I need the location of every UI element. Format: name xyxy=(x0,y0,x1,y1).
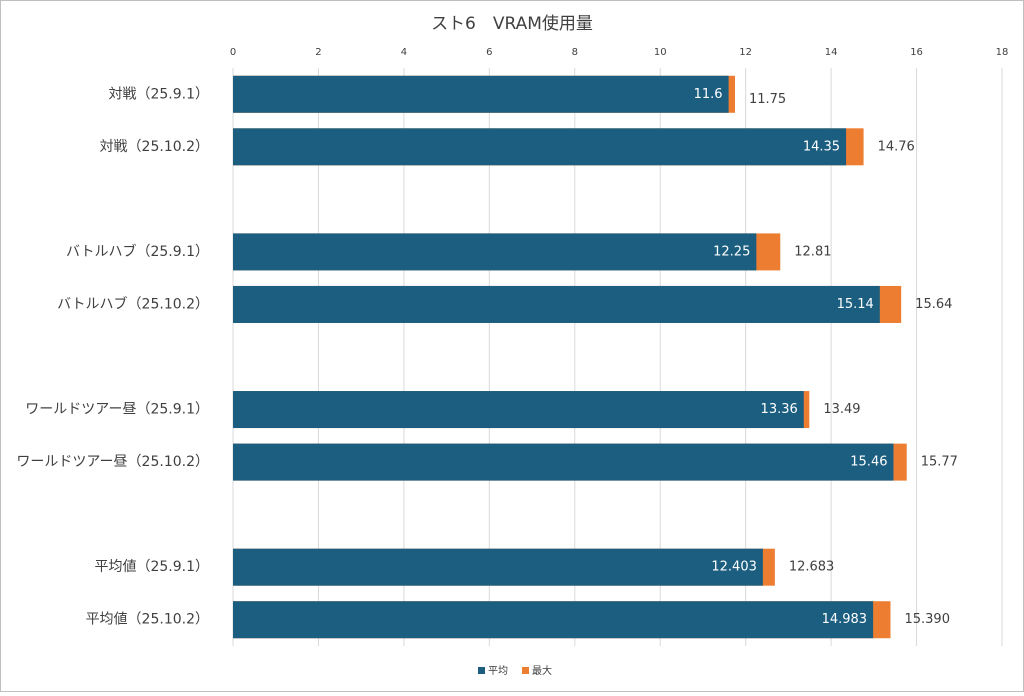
legend-swatch xyxy=(478,667,485,674)
data-label: 13.49 xyxy=(823,402,860,417)
data-label: 12.81 xyxy=(794,244,831,259)
chart-title: スト6 VRAM使用量 xyxy=(431,13,593,34)
data-label: 12.683 xyxy=(789,560,835,575)
x-tick-label: 2 xyxy=(315,47,321,58)
data-label: 14.35 xyxy=(803,139,840,154)
x-tick-label: 6 xyxy=(486,47,492,58)
bar xyxy=(233,233,757,271)
x-tick-label: 16 xyxy=(910,47,923,58)
x-tick-label: 18 xyxy=(996,47,1009,58)
data-label: 12.25 xyxy=(713,244,750,259)
legend-swatch xyxy=(522,667,529,674)
legend-label: 平均 xyxy=(488,665,508,677)
data-label: 12.403 xyxy=(711,560,757,575)
legend-label: 最大 xyxy=(532,664,552,677)
data-label: 15.46 xyxy=(850,455,887,470)
bar xyxy=(233,75,729,113)
y-tick-label: 平均値（25.10.2） xyxy=(86,612,209,628)
y-tick-label: 対戦（25.9.1） xyxy=(108,86,209,102)
data-label: 11.75 xyxy=(749,92,786,107)
x-tick-label: 12 xyxy=(739,47,752,58)
bar xyxy=(233,285,880,323)
bar xyxy=(233,391,804,429)
y-tick-label: バトルハブ（25.10.2） xyxy=(57,295,209,312)
x-tick-label: 4 xyxy=(401,47,407,58)
bar xyxy=(233,548,763,586)
y-tick-label: 対戦（25.10.2） xyxy=(100,139,209,155)
x-tick-label: 8 xyxy=(572,47,578,58)
bar xyxy=(233,443,894,481)
y-tick-label: ワールドツアー昼（25.10.2） xyxy=(16,454,209,470)
data-label: 15.77 xyxy=(921,455,958,470)
data-label: 14.983 xyxy=(822,612,868,627)
x-tick-label: 0 xyxy=(230,47,236,58)
data-label: 11.6 xyxy=(694,87,723,102)
y-tick-label: ワールドツアー昼（25.9.1） xyxy=(25,402,209,418)
x-tick-label: 10 xyxy=(654,47,667,58)
data-label: 15.64 xyxy=(915,297,952,312)
x-tick-label: 14 xyxy=(825,47,838,58)
bar xyxy=(233,601,874,639)
bar xyxy=(233,128,847,166)
data-label: 14.76 xyxy=(878,139,915,154)
data-label: 15.14 xyxy=(837,297,874,312)
data-label: 13.36 xyxy=(761,402,798,417)
data-label: 15.390 xyxy=(904,612,950,627)
y-tick-label: バトルハブ（25.9.1） xyxy=(66,243,209,260)
y-tick-label: 平均値（25.9.1） xyxy=(94,559,209,575)
